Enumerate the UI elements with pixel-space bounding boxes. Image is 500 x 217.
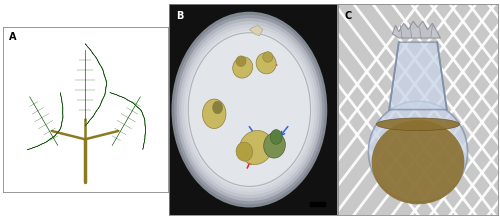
Bar (310, 202, 325, 206)
Polygon shape (110, 93, 146, 150)
Ellipse shape (270, 130, 282, 144)
Ellipse shape (232, 57, 252, 78)
Ellipse shape (182, 24, 317, 195)
Ellipse shape (172, 12, 328, 207)
Polygon shape (28, 93, 63, 150)
Polygon shape (85, 44, 106, 126)
Polygon shape (389, 42, 447, 110)
Text: B: B (176, 11, 183, 21)
Ellipse shape (236, 56, 246, 66)
Ellipse shape (240, 130, 273, 164)
Ellipse shape (236, 142, 252, 161)
Ellipse shape (179, 21, 320, 198)
Ellipse shape (263, 52, 273, 62)
Ellipse shape (372, 120, 464, 204)
Ellipse shape (184, 28, 314, 192)
Ellipse shape (176, 18, 322, 201)
Ellipse shape (186, 31, 312, 189)
Ellipse shape (188, 33, 310, 186)
Text: A: A (9, 32, 16, 42)
Text: C: C (344, 11, 352, 21)
Ellipse shape (174, 15, 325, 204)
Polygon shape (250, 25, 263, 36)
Ellipse shape (368, 101, 468, 202)
Ellipse shape (256, 53, 276, 74)
Ellipse shape (376, 118, 460, 131)
Ellipse shape (264, 133, 285, 158)
Ellipse shape (212, 101, 222, 114)
Polygon shape (392, 21, 440, 38)
Ellipse shape (202, 99, 226, 128)
